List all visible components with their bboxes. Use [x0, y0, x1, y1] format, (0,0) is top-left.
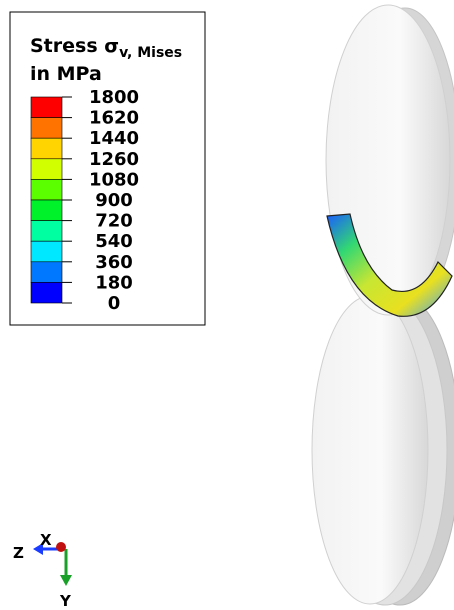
color-band [31, 221, 62, 242]
legend-unit: in MPa [30, 63, 102, 85]
legend-label: 900 [95, 190, 133, 211]
color-band [31, 262, 62, 283]
legend-label: 1800 [89, 87, 139, 108]
axis-z-label: Z [13, 544, 24, 562]
legend-label: 1620 [89, 108, 139, 129]
color-band [31, 97, 62, 118]
color-band [31, 241, 62, 262]
legend-title-main: Stress σ [30, 35, 119, 57]
legend-label: 0 [108, 293, 121, 314]
color-band [31, 118, 62, 139]
axis-x-label: X [40, 531, 52, 549]
legend-label: 180 [95, 272, 133, 293]
legend-label: 1440 [89, 128, 139, 149]
axis-y-label: Y [59, 592, 72, 610]
color-band [31, 138, 62, 159]
legend-label: 1080 [89, 169, 139, 190]
legend-label: 1260 [89, 149, 139, 170]
legend-title-subscript: v, Mises [119, 45, 182, 61]
color-band [31, 282, 62, 303]
axis-triad: Z X Y [13, 531, 72, 610]
screen: Stress σv, Mises in MPa 1800162014401260… [0, 0, 454, 610]
color-band [31, 179, 62, 200]
lower-roller [312, 295, 454, 605]
color-band [31, 200, 62, 221]
legend-label: 720 [95, 211, 133, 232]
legend-label: 540 [95, 231, 133, 252]
legend-label: 360 [95, 252, 133, 273]
color-band [31, 159, 62, 180]
